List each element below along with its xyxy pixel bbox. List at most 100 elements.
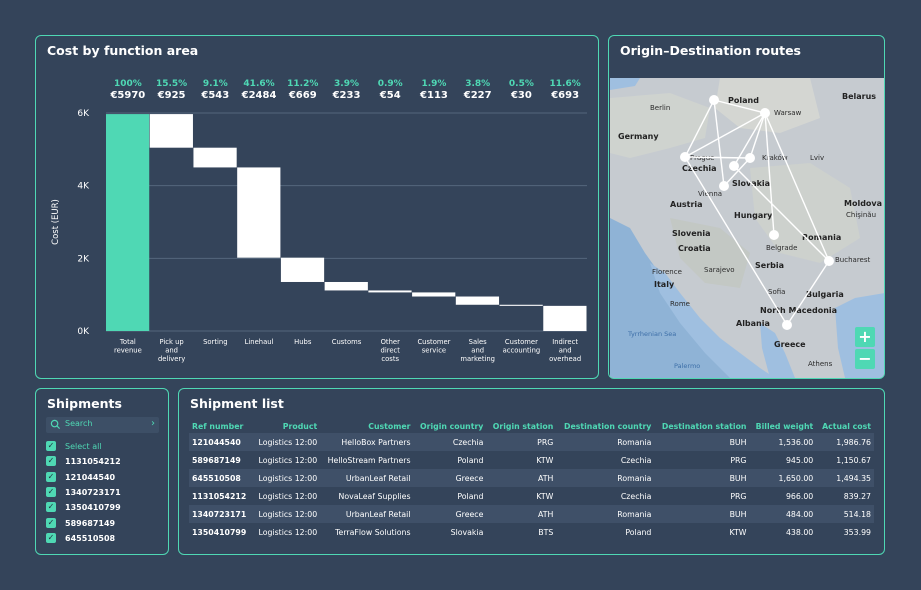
shipment-search-input[interactable]: Search ›	[46, 417, 159, 433]
cell-destination-country: Poland	[625, 527, 652, 537]
table-row[interactable]: 1350410799 Logistics 12:00 TerraFlow Solut…	[189, 523, 874, 541]
x-tick-label: Customer	[417, 338, 450, 346]
zoom-out-button[interactable]: −	[855, 349, 875, 369]
x-tick-label: Sales	[469, 338, 488, 346]
map-label-bucharest: Bucharest	[835, 256, 871, 264]
x-tick-label: Customs	[332, 338, 362, 346]
column-header[interactable]: Destination country	[564, 421, 652, 431]
route-node	[745, 153, 755, 163]
y-tick-label: 4K	[77, 182, 90, 192]
cell-ref-number: 589687149	[192, 455, 241, 465]
checkbox-checked-icon[interactable]: ✓	[46, 502, 56, 512]
column-header[interactable]: Product	[282, 421, 318, 431]
x-tick-label: and	[165, 347, 178, 355]
map-label-belarus: Belarus	[842, 92, 877, 101]
cost-bar	[193, 147, 237, 168]
percent-label: 3.9%	[334, 79, 359, 89]
cell-origin-station: ATH	[486, 505, 557, 523]
column-header[interactable]: Destination station	[661, 421, 747, 431]
shipment-filter-item[interactable]: ✓ 121044540	[46, 471, 115, 483]
cell-destination-country: Czechia	[620, 491, 652, 501]
zoom-in-button[interactable]: +	[855, 327, 875, 347]
percent-label: 9.1%	[203, 79, 228, 89]
table-row[interactable]: 645510508 Logistics 12:00 UrbanLeaf Retail…	[189, 469, 874, 487]
checkbox-checked-icon[interactable]: ✓	[46, 533, 56, 543]
shipment-filter-label: 589687149	[65, 518, 116, 528]
column-header[interactable]: Origin country	[419, 421, 484, 431]
route-node	[824, 256, 834, 266]
y-tick-label: 6K	[77, 109, 90, 119]
checkbox-checked-icon[interactable]: ✓	[46, 456, 56, 466]
cell-product: Logistics 12:00	[258, 455, 318, 465]
x-tick-label: Other	[381, 338, 401, 346]
table-header-row: Ref number Product Customer Origin count…	[189, 419, 874, 433]
table-row[interactable]: 1131054212 Logistics 12:00 NovaLeaf Suppli…	[189, 487, 874, 505]
shipment-filter-item[interactable]: ✓ 1131054212	[46, 455, 121, 467]
amount-label: €30	[510, 90, 532, 101]
amount-label: €925	[157, 90, 186, 101]
column-header[interactable]: Actual cost	[822, 421, 871, 431]
cell-destination-station: PRG	[730, 455, 747, 465]
cost-bar	[280, 257, 325, 282]
shipment-filter-label: 121044540	[65, 472, 116, 482]
table-row[interactable]: 1340723171 Logistics 12:00 UrbanLeaf Retai…	[189, 505, 874, 523]
percent-label: 15.5%	[156, 79, 187, 89]
cell-actual-cost: 353.99	[843, 527, 871, 537]
cost-bar	[543, 305, 587, 332]
shipment-filter-item[interactable]: ✓ 1350410799	[46, 501, 121, 513]
table-row[interactable]: 121044540 Logistics 12:00 HelloBox Partner…	[189, 433, 874, 451]
route-node	[782, 320, 792, 330]
route-node	[769, 230, 779, 240]
column-header[interactable]: Origin station	[492, 421, 554, 431]
x-tick-label: Linehaul	[245, 338, 274, 346]
map-label-krakow: Kraków	[762, 154, 788, 162]
cell-billed-weight: 966.00	[785, 491, 814, 501]
column-header[interactable]: Customer	[368, 421, 411, 431]
cost-bar	[237, 167, 281, 258]
column-header[interactable]: Ref number	[192, 421, 244, 431]
x-tick-label: and	[471, 347, 484, 355]
cell-origin-country: Poland	[457, 455, 484, 465]
checkbox-checked-icon[interactable]: ✓	[46, 441, 56, 451]
cell-origin-station: BTS	[538, 527, 554, 537]
checkbox-checked-icon[interactable]: ✓	[46, 487, 56, 497]
percent-label: 3.8%	[465, 79, 490, 89]
checkbox-checked-icon[interactable]: ✓	[46, 472, 56, 482]
table-row[interactable]: 589687149 Logistics 12:00 HelloStream Part…	[189, 451, 874, 469]
checkbox-checked-icon[interactable]: ✓	[46, 518, 56, 528]
shipment-filter-label: 1131054212	[65, 456, 121, 466]
cell-actual-cost: 1,986.76	[816, 433, 874, 451]
cell-ref-number: 645510508	[189, 469, 253, 487]
route-map[interactable]: Poland Belarus Berlin Warsaw Germany Pra…	[610, 78, 884, 378]
route-line	[786, 260, 830, 326]
cell-destination-country: Romania	[556, 433, 655, 451]
map-label-poland: Poland	[728, 96, 759, 105]
percent-label: 11.6%	[550, 79, 581, 89]
shipment-filter-item[interactable]: ✓ 1340723171	[46, 486, 121, 498]
map-label-north-macedonia: North Macedonia	[760, 306, 838, 315]
shipment-filter-label: 1350410799	[65, 502, 121, 512]
x-tick-label: and	[559, 347, 572, 355]
x-tick-label: marketing	[460, 355, 495, 363]
route-node	[760, 108, 770, 118]
shipment-filter-item[interactable]: ✓ 645510508	[46, 532, 115, 544]
select-all-row[interactable]: ✓ Select all	[46, 440, 102, 452]
cell-origin-country: Czechia	[413, 433, 487, 451]
cell-origin-station: PRG	[486, 433, 557, 451]
column-header[interactable]: Billed weight	[755, 421, 814, 431]
cell-ref-number: 1340723171	[189, 505, 253, 523]
x-tick-label: service	[422, 347, 446, 355]
percent-label: 0.5%	[509, 79, 534, 89]
cell-product: Logistics 12:00	[258, 527, 318, 537]
map-background	[610, 78, 884, 378]
chevron-right-icon[interactable]: ›	[151, 418, 155, 429]
cell-billed-weight: 1,650.00	[749, 469, 817, 487]
cost-bar	[368, 290, 412, 293]
x-tick-label: Indirect	[552, 338, 578, 346]
shipment-list-title: Shipment list	[190, 396, 284, 411]
cell-destination-country: Czechia	[620, 455, 652, 465]
percent-label: 100%	[114, 79, 142, 89]
shipment-filter-item[interactable]: ✓ 589687149	[46, 517, 115, 529]
map-label-sarajevo: Sarajevo	[704, 266, 735, 274]
